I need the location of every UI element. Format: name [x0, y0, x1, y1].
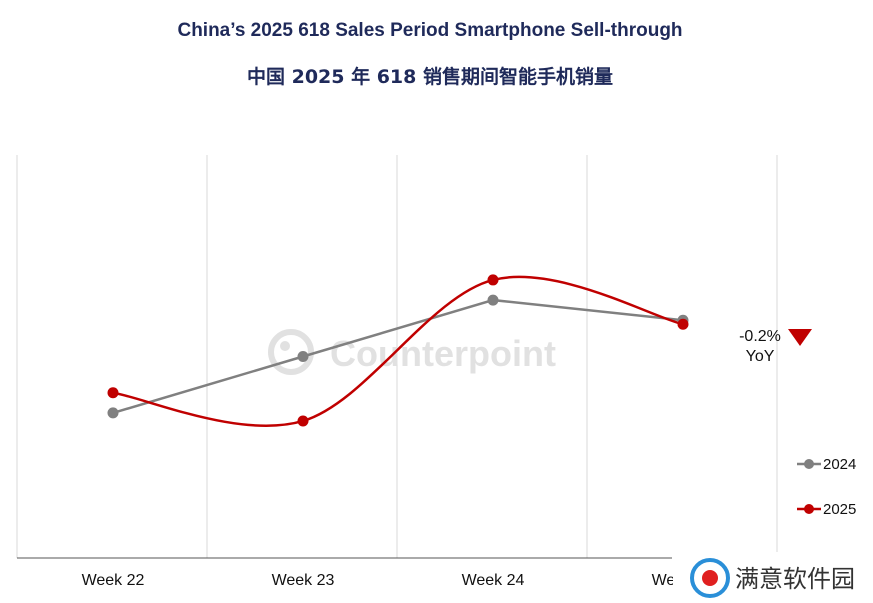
series-line-2024 [112, 298, 684, 415]
watermark-text: Counterpoint [330, 333, 556, 374]
data-point-2025-1 [297, 415, 309, 427]
data-point-2024-1 [297, 351, 309, 362]
x-tick-label: Week 24 [462, 572, 525, 589]
watermark-logo-dot-icon [280, 341, 290, 351]
down-triangle-icon [788, 329, 812, 346]
yoy-label: YoY [746, 348, 775, 365]
data-point-2024-2 [487, 294, 499, 306]
yoy-annotation: -0.2% YoY [739, 328, 812, 365]
data-point-2024-0 [107, 407, 119, 419]
legend: 2024 2025 [797, 456, 856, 518]
legend-label-2024: 2024 [823, 456, 856, 473]
site-badge: 满意软件园 [673, 552, 873, 603]
chart-title: China’s 2025 618 Sales Period Smartphone… [177, 20, 683, 41]
watermark-logo-icon [268, 329, 314, 375]
legend-item-2025: 2025 [797, 501, 856, 518]
data-point-2025-2 [487, 274, 499, 286]
series-line-2025 [112, 275, 684, 427]
chart-subtitle: 中国 2025 年 618 销售期间智能手机销量 [246, 66, 613, 88]
x-tick-label: Week 22 [82, 572, 145, 589]
site-logo-icon [690, 558, 730, 598]
x-tick-label: Week 23 [272, 572, 335, 589]
site-badge-text: 满意软件园 [735, 565, 855, 593]
grid-lines [16, 155, 778, 558]
yoy-value: -0.2% [739, 328, 781, 345]
data-point-2025-3 [677, 318, 689, 330]
legend-item-2024: 2024 [797, 456, 856, 473]
watermark: Counterpoint [268, 329, 556, 375]
legend-label-2025: 2025 [823, 501, 856, 518]
series-layer [107, 274, 689, 427]
data-point-2025-0 [107, 387, 119, 399]
